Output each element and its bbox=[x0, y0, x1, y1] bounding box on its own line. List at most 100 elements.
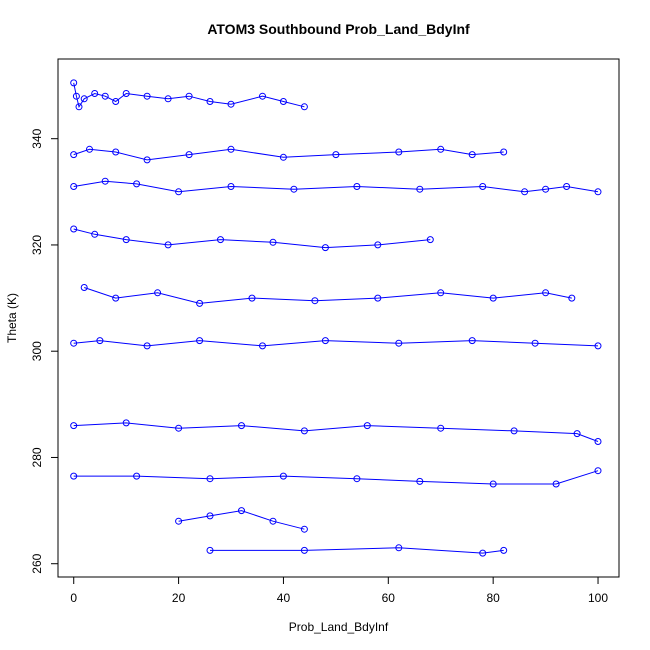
x-axis-title: Prob_Land_BdyInf bbox=[289, 620, 389, 634]
data-point bbox=[594, 438, 602, 445]
data-point bbox=[395, 339, 403, 347]
data-point bbox=[468, 337, 476, 345]
data-point bbox=[164, 95, 172, 103]
data-point bbox=[101, 177, 109, 185]
data-point bbox=[437, 424, 445, 432]
data-point bbox=[86, 145, 93, 153]
data-point bbox=[290, 185, 298, 193]
data-point bbox=[500, 546, 508, 554]
data-point bbox=[238, 422, 245, 430]
data-point bbox=[568, 294, 576, 302]
data-point bbox=[300, 525, 308, 533]
data-point bbox=[154, 289, 162, 297]
data-point bbox=[96, 337, 104, 345]
data-point bbox=[196, 337, 204, 345]
data-point bbox=[259, 92, 266, 100]
data-point bbox=[122, 236, 130, 244]
data-point bbox=[594, 467, 602, 475]
chart-title: ATOM3 Southbound Prob_Land_BdyInf bbox=[207, 21, 470, 37]
data-point bbox=[479, 549, 487, 557]
y-tick-label: 260 bbox=[30, 553, 44, 573]
data-point bbox=[91, 230, 99, 238]
data-point bbox=[133, 472, 141, 480]
series-line bbox=[73, 470, 599, 485]
data-point bbox=[70, 422, 78, 430]
data-point bbox=[196, 299, 204, 307]
data-point bbox=[395, 148, 403, 156]
data-point bbox=[70, 225, 78, 233]
data-point bbox=[143, 92, 151, 100]
data-point bbox=[206, 546, 214, 554]
data-marks bbox=[70, 79, 602, 557]
series-line bbox=[73, 82, 305, 109]
data-point bbox=[206, 98, 214, 105]
data-point bbox=[238, 507, 245, 515]
series-line bbox=[73, 148, 504, 161]
data-point bbox=[206, 512, 214, 520]
y-axis-title: Theta (K) bbox=[5, 293, 19, 343]
data-point bbox=[437, 289, 445, 297]
data-point bbox=[75, 103, 83, 111]
data-point bbox=[112, 294, 120, 302]
data-point bbox=[311, 297, 319, 305]
x-axis: 0 20 40 60 80 100 bbox=[70, 576, 608, 605]
data-point bbox=[468, 151, 476, 159]
data-point bbox=[521, 188, 529, 196]
data-point bbox=[185, 151, 193, 159]
series-line bbox=[73, 180, 599, 193]
data-point bbox=[563, 183, 571, 190]
data-point bbox=[227, 100, 235, 108]
data-point bbox=[594, 342, 602, 350]
data-point bbox=[80, 284, 88, 291]
data-point bbox=[374, 241, 382, 249]
data-point bbox=[426, 236, 434, 244]
series-line bbox=[73, 228, 431, 249]
data-point bbox=[112, 98, 120, 105]
data-point bbox=[269, 238, 277, 246]
data-point bbox=[185, 92, 193, 100]
data-point bbox=[416, 477, 424, 485]
data-point bbox=[70, 339, 78, 347]
data-point bbox=[70, 151, 78, 159]
data-point bbox=[206, 475, 214, 483]
data-point bbox=[353, 183, 361, 190]
data-point bbox=[353, 475, 361, 483]
data-point bbox=[164, 241, 172, 249]
data-point bbox=[259, 342, 266, 350]
data-point bbox=[80, 95, 88, 103]
x-tick-label: 60 bbox=[382, 591, 396, 605]
data-point bbox=[300, 427, 308, 435]
data-point bbox=[248, 294, 256, 302]
data-point bbox=[500, 148, 508, 156]
data-point bbox=[175, 517, 183, 525]
data-point bbox=[227, 183, 235, 190]
data-point bbox=[542, 289, 550, 297]
series-line bbox=[73, 422, 599, 442]
data-point bbox=[70, 183, 78, 190]
y-axis: 260 280 300 320 340 bbox=[30, 128, 59, 574]
data-point bbox=[594, 188, 602, 196]
data-point bbox=[479, 183, 487, 190]
data-point bbox=[217, 236, 224, 244]
data-point bbox=[279, 98, 287, 105]
x-tick-label: 0 bbox=[70, 591, 77, 605]
data-point bbox=[321, 337, 329, 345]
data-point bbox=[416, 185, 424, 193]
x-tick-label: 100 bbox=[588, 591, 608, 605]
data-point bbox=[332, 151, 340, 159]
y-tick-label: 340 bbox=[30, 128, 44, 148]
data-point bbox=[489, 480, 497, 488]
data-point bbox=[70, 472, 78, 480]
data-point bbox=[552, 480, 560, 488]
plot-frame bbox=[57, 58, 620, 578]
series-line bbox=[73, 340, 599, 347]
data-point bbox=[374, 294, 382, 302]
data-point bbox=[133, 180, 141, 188]
data-point bbox=[279, 472, 287, 480]
data-point bbox=[175, 188, 183, 196]
x-tick-label: 80 bbox=[486, 591, 500, 605]
data-point bbox=[227, 145, 235, 153]
y-tick-label: 280 bbox=[30, 447, 44, 467]
series-line bbox=[178, 510, 305, 530]
